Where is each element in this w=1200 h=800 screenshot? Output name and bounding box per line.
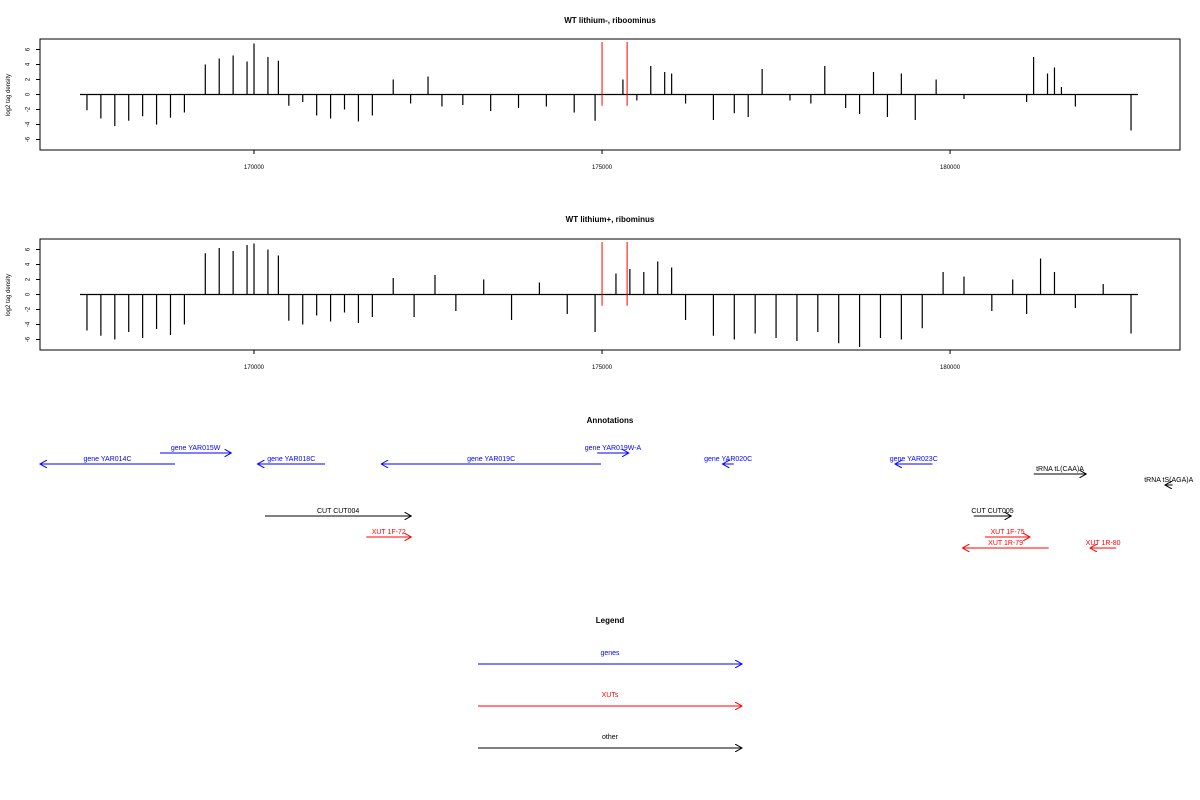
y-tick-label: -2: [26, 106, 32, 112]
y-tick-label: 4: [26, 62, 32, 66]
x-tick-label: 180000: [940, 365, 961, 371]
feature-label: gene YAR023C: [890, 456, 938, 463]
x-tick-label: 175000: [592, 165, 613, 171]
bars: [80, 43, 1138, 131]
y-tick-label: 2: [26, 277, 32, 281]
y-tick-label: 6: [26, 247, 32, 251]
feature-label: gene YAR019W-A: [585, 445, 642, 452]
annotations-title: Annotations: [587, 416, 634, 425]
feature-label: gene YAR019C: [467, 456, 515, 463]
markers: [601, 242, 628, 306]
legend-label: genes: [600, 650, 620, 657]
annotation-features: gene YAR014C gene YAR015W gene YAR018C gene…: [40, 445, 1194, 548]
feature-label: gene YAR014C: [84, 456, 132, 463]
feature-label: CUT CUT005: [971, 508, 1013, 515]
feature-label: CUT CUT004: [317, 508, 359, 515]
x-tick-label: 170000: [244, 165, 265, 171]
y-axis-label: log2 tag density: [6, 74, 12, 116]
y-tick-label: -4: [26, 121, 32, 127]
y-tick-label: 0: [26, 292, 32, 296]
y-tick-label: 2: [26, 77, 32, 81]
y-tick-label: 4: [26, 262, 32, 266]
feature-label: gene YAR015W: [171, 445, 221, 452]
legend-entries: genes XUTs other: [478, 650, 742, 748]
y-axis-label: log2 tag density: [6, 274, 12, 316]
feature-label: gene YAR018C: [267, 456, 315, 463]
y-tick-label: -6: [26, 336, 32, 342]
x-ticks: 170000 175000 180000: [244, 350, 961, 371]
panel-title: WT lithium-, riboominus: [564, 16, 656, 25]
markers: [601, 42, 628, 106]
feature-label: XUT 1R-79: [988, 540, 1023, 547]
legend-title: Legend: [596, 616, 625, 625]
feature-label: gene YAR020C: [704, 456, 752, 463]
feature-label: XUT 1F-72: [372, 529, 406, 536]
feature-label: XUT 1R-80: [1086, 540, 1121, 547]
y-ticks: -6 -4 -2 0 2 4 6: [26, 247, 40, 342]
x-tick-label: 175000: [592, 365, 613, 371]
feature-label: tRNA tL(CAA)A: [1036, 466, 1084, 473]
x-ticks: 170000 175000 180000: [244, 150, 961, 171]
feature-label: tRNA tS(AGA)A: [1144, 477, 1193, 484]
legend-label: XUTs: [602, 692, 619, 699]
panel-lithium-plus: WT lithium+, ribominus log2 tag density …: [6, 215, 1181, 371]
x-tick-label: 180000: [940, 165, 961, 171]
y-ticks: -6 -4 -2 0 2 4 6: [26, 47, 40, 142]
feature-label: XUT 1F-75: [990, 529, 1024, 536]
bars: [80, 243, 1138, 347]
y-tick-label: 0: [26, 92, 32, 96]
y-tick-label: 6: [26, 47, 32, 51]
panel-lithium-minus: WT lithium-, riboominus log2 tag density…: [6, 16, 1181, 171]
y-tick-label: -4: [26, 321, 32, 327]
x-tick-label: 170000: [244, 365, 265, 371]
y-tick-label: -2: [26, 306, 32, 312]
legend-label: other: [602, 734, 619, 741]
legend: Legend genes XUTs other: [478, 616, 742, 748]
y-tick-label: -6: [26, 136, 32, 142]
panel-title: WT lithium+, ribominus: [566, 215, 655, 224]
